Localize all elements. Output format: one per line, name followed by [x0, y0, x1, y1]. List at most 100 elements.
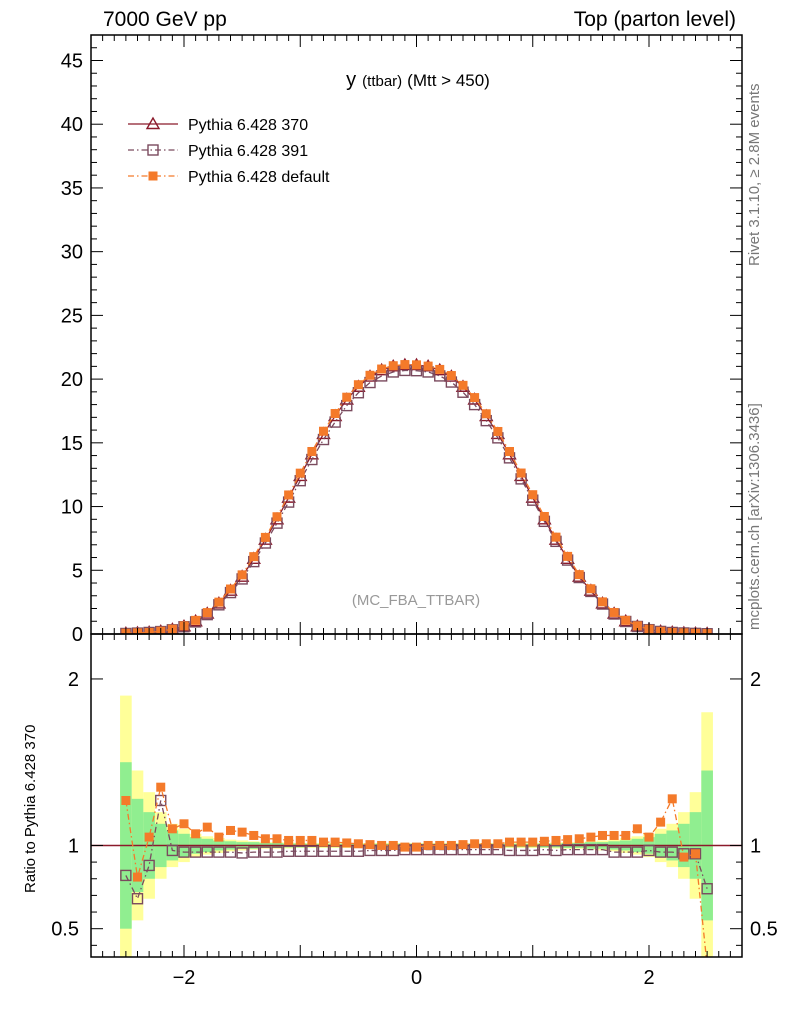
- ratio-data-point: [435, 840, 445, 850]
- ratio-data-point: [679, 852, 689, 862]
- ratio-data-point: [621, 830, 631, 840]
- data-point: [295, 468, 305, 478]
- ratio-data-point: [294, 845, 306, 857]
- y-tick-label: 35: [61, 178, 83, 200]
- data-point: [260, 532, 270, 542]
- data-point: [365, 370, 375, 380]
- legend-label: Pythia 6.428 default: [188, 169, 330, 186]
- ratio-data-point: [574, 834, 584, 844]
- ratio-data-point: [423, 840, 433, 850]
- ratio-data-point: [656, 817, 666, 827]
- legend-swatch-marker: [148, 171, 158, 181]
- ratio-data-point: [224, 846, 237, 858]
- ratio-data-point: [550, 844, 562, 857]
- ratio-data-point: [131, 893, 144, 905]
- data-point: [666, 626, 678, 634]
- ratio-data-point: [259, 846, 272, 858]
- data-point: [191, 615, 201, 625]
- ratio-data-point: [691, 849, 700, 859]
- data-point: [202, 608, 212, 618]
- ratio-series-1: [121, 782, 712, 970]
- ratio-data-point: [608, 846, 620, 858]
- ratio-y-tick-label: 0.5: [51, 919, 79, 941]
- ratio-data-point: [631, 846, 644, 858]
- ratio-data-point: [539, 836, 549, 846]
- ratio-data-point: [226, 825, 235, 835]
- y-tick-label: 5: [72, 560, 83, 582]
- data-point: [388, 361, 398, 371]
- legend-label: Pythia 6.428 370: [188, 117, 308, 134]
- data-point: [226, 584, 235, 594]
- data-point: [621, 615, 631, 625]
- data-point: [307, 446, 317, 456]
- legend-entry: Pythia 6.428 370: [128, 116, 308, 134]
- data-point: [528, 490, 538, 500]
- ratio-data-point: [214, 832, 224, 842]
- header-energy-label: 7000 GeV pp: [103, 8, 227, 31]
- data-point: [423, 361, 433, 371]
- ratio-data-point: [666, 846, 678, 858]
- ratio-data-point: [446, 840, 456, 850]
- analysis-watermark: (MC_FBA_TTBAR): [352, 592, 480, 609]
- data-point: [574, 570, 584, 580]
- bottom-panel-frame: [90, 633, 743, 958]
- ratio-data-point: [307, 835, 317, 845]
- ratio-data-point: [330, 837, 340, 847]
- y-tick-label: 15: [61, 433, 83, 455]
- data-point: [481, 409, 491, 419]
- data-point: [505, 446, 514, 456]
- chart-title-main: y: [346, 69, 356, 91]
- x-tick-label: 0: [411, 967, 422, 989]
- legend-entry: Pythia 6.428 default: [128, 169, 330, 186]
- ratio-data-point: [191, 829, 201, 839]
- ratio-data-point: [689, 848, 702, 860]
- ratio-data-point: [144, 832, 154, 842]
- ratio-data-point: [120, 869, 132, 882]
- ratio-data-point: [155, 794, 167, 807]
- ratio-data-point: [179, 819, 189, 829]
- y-tick-label: 25: [61, 305, 83, 327]
- ratio-data-point: [377, 840, 387, 850]
- ratio-data-point: [342, 838, 352, 848]
- ratio-data-point: [493, 839, 503, 849]
- y-tick-label: 45: [61, 50, 83, 72]
- ratio-data-point: [481, 839, 491, 849]
- ratio-data-point: [201, 846, 213, 858]
- legend-swatch-marker: [147, 144, 159, 156]
- ratio-data-point: [667, 794, 677, 804]
- chart-title-rest: (Mtt > 450): [407, 71, 490, 90]
- data-point: [609, 607, 619, 617]
- ratio-data-point: [121, 795, 131, 805]
- y-tick-label: 0: [72, 624, 83, 646]
- ratio-data-point: [400, 842, 410, 852]
- ratio-data-point: [178, 846, 190, 858]
- data-point: [214, 597, 224, 607]
- data-point: [539, 511, 549, 521]
- data-point: [516, 468, 526, 478]
- chart-title-small: (ttbar): [362, 73, 402, 90]
- ratio-y-tick-label-right: 1: [750, 835, 761, 857]
- legend-entry: Pythia 6.428 391: [128, 143, 308, 160]
- data-point: [586, 584, 596, 594]
- ratio-y-tick-label-right: 0.5: [750, 919, 778, 941]
- ratio-data-point: [133, 872, 142, 882]
- data-point: [412, 360, 421, 370]
- data-point: [400, 360, 410, 370]
- ratio-data-point: [703, 961, 712, 970]
- ratio-data-point: [213, 846, 225, 858]
- data-point: [632, 621, 642, 631]
- ratio-data-point: [236, 847, 248, 859]
- legend-swatch-marker: [145, 116, 161, 130]
- ratio-data-point: [516, 837, 526, 847]
- ratio-data-point: [388, 840, 398, 850]
- data-point: [470, 393, 480, 403]
- ratio-data-point: [505, 837, 514, 847]
- ratio-data-point: [458, 840, 468, 850]
- ratio-data-point: [272, 834, 282, 844]
- ratio-data-point: [561, 843, 574, 856]
- data-point: [446, 371, 456, 381]
- data-point: [563, 551, 573, 561]
- ratio-y-tick-label: 1: [68, 835, 79, 857]
- header-process-label: Top (parton level): [573, 8, 736, 31]
- ratio-data-point: [620, 846, 632, 858]
